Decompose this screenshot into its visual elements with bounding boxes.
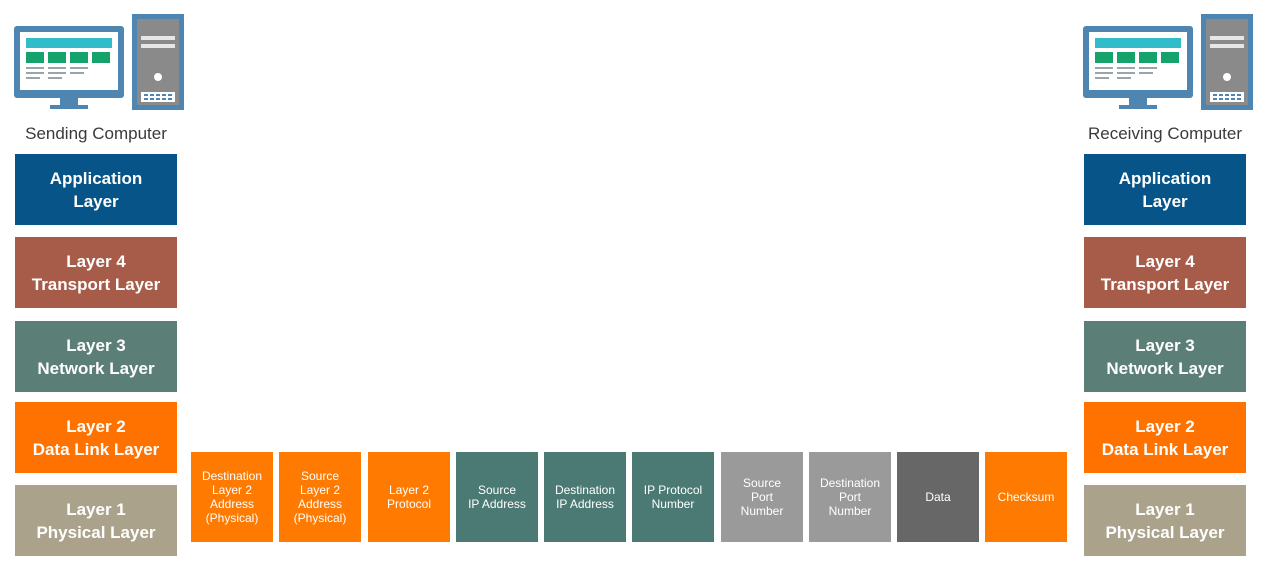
sending-computer-caption: Sending Computer	[25, 124, 167, 143]
data-link-layer-line2: Data Link Layer	[32, 439, 160, 459]
physical-layer-box: Layer 1 Physical Layer	[1084, 485, 1246, 556]
transport-layer-line1: Layer 4	[66, 251, 126, 271]
application-layer-line1: Application	[49, 168, 143, 188]
frame-field-destination-l2-address: Destination Layer 2 Address (Physical)	[191, 452, 273, 542]
network-layer-line2: Network Layer	[1106, 358, 1224, 378]
data-link-layer-box: Layer 2 Data Link Layer	[1084, 402, 1246, 473]
data-link-layer-line2: Data Link Layer	[1101, 439, 1229, 459]
transport-layer-box: Layer 4 Transport Layer	[15, 237, 177, 308]
frame-field-source-l2-address: Source Layer 2 Address (Physical)	[279, 452, 361, 542]
frame-field-source-port: Source Port Number	[721, 452, 803, 542]
transport-layer-box: Layer 4 Transport Layer	[1084, 237, 1246, 308]
physical-layer-line2: Physical Layer	[36, 522, 156, 542]
frame-field-checksum: Checksum	[985, 452, 1067, 542]
transport-layer-line1: Layer 4	[1135, 251, 1195, 271]
frame-field-ip-protocol-number: IP Protocol Number	[632, 452, 714, 542]
physical-layer-box: Layer 1 Physical Layer	[15, 485, 177, 556]
physical-layer-line2: Physical Layer	[1105, 522, 1225, 542]
frame-field-data: Data	[897, 452, 979, 542]
monitor-icon	[14, 26, 124, 109]
physical-layer-line1: Layer 1	[1135, 499, 1195, 519]
network-layer-line1: Layer 3	[1135, 335, 1195, 355]
computer-tower-icon	[132, 14, 184, 110]
application-layer-line1: Application	[1118, 168, 1212, 188]
computer-illustration-receiving	[1083, 14, 1253, 110]
computer-tower-icon	[1201, 14, 1253, 110]
network-layer-box: Layer 3 Network Layer	[1084, 321, 1246, 392]
network-layer-line1: Layer 3	[66, 335, 126, 355]
application-layer-line2: Layer	[73, 191, 119, 211]
data-link-layer-line1: Layer 2	[1135, 416, 1195, 436]
data-link-layer-box: Layer 2 Data Link Layer	[15, 402, 177, 473]
computer-illustration-sending	[14, 14, 184, 110]
network-layer-line2: Network Layer	[37, 358, 155, 378]
network-layer-box: Layer 3 Network Layer	[15, 321, 177, 392]
frame-field-destination-port: Destination Port Number	[809, 452, 891, 542]
transport-layer-line2: Transport Layer	[1100, 274, 1230, 294]
frame-field-source-ip: Source IP Address	[456, 452, 538, 542]
monitor-icon	[1083, 26, 1193, 109]
frame-field-layer2-protocol: Layer 2 Protocol	[368, 452, 450, 542]
frame-field-destination-ip: Destination IP Address	[544, 452, 626, 542]
application-layer-box: Application Layer	[15, 154, 177, 225]
application-layer-box: Application Layer	[1084, 154, 1246, 225]
application-layer-line2: Layer	[1142, 191, 1188, 211]
physical-layer-line1: Layer 1	[66, 499, 126, 519]
receiving-computer-caption: Receiving Computer	[1087, 124, 1242, 143]
transport-layer-line2: Transport Layer	[31, 274, 161, 294]
data-link-layer-line1: Layer 2	[66, 416, 126, 436]
